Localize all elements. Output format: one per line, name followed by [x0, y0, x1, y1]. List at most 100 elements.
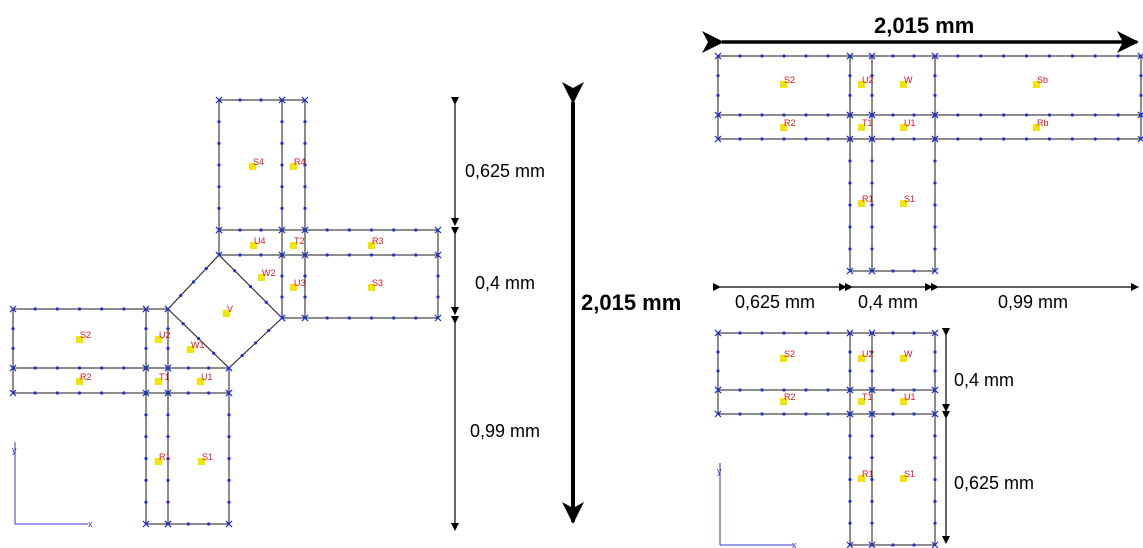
x-axis-label: x: [88, 519, 93, 529]
mesh-node: [848, 456, 852, 460]
label-w1: W1: [191, 340, 205, 350]
mesh-node: [303, 141, 307, 145]
t1-mesh-nodes: [714, 52, 1143, 275]
mesh-corner-node: [278, 251, 286, 259]
mesh-node: [848, 181, 852, 185]
mesh-node: [227, 478, 231, 482]
mesh-node: [369, 316, 374, 320]
mesh-node: [186, 522, 190, 526]
mesh-node: [933, 74, 937, 78]
marker: [155, 378, 162, 385]
mesh-corner-node: [278, 96, 286, 104]
mesh-node: [891, 113, 895, 117]
mesh-node: [1116, 54, 1120, 58]
mesh-node: [191, 280, 196, 284]
label-rb: Rb: [1037, 118, 1049, 128]
mesh-node: [186, 366, 190, 370]
mesh-node: [848, 74, 852, 78]
mesh-node: [144, 413, 148, 417]
mesh-node: [303, 295, 307, 299]
mesh-node: [870, 477, 874, 482]
mesh-corner-node: [931, 410, 939, 418]
mesh-corner-node: [714, 111, 722, 119]
mesh-node: [181, 322, 185, 326]
mesh-node: [1024, 113, 1029, 117]
dim-t2-bottom-label: 0,625 mm: [954, 473, 1034, 493]
mesh-node: [259, 98, 263, 102]
mesh-node: [956, 113, 960, 117]
mesh-node: [122, 366, 126, 370]
mesh-node: [804, 137, 808, 141]
mesh-corner-node: [215, 251, 223, 259]
mesh-node: [1024, 54, 1029, 58]
mesh-node: [1070, 113, 1074, 117]
mesh-node: [826, 113, 830, 117]
mesh-corner-node: [301, 251, 309, 259]
t1-region-labels: S2 U2 W Sb R2 T1 U1 Rb R1 S1: [780, 75, 1049, 207]
cross-axes: y x: [12, 442, 93, 529]
label-s1: S1: [904, 194, 915, 204]
mesh-node: [347, 253, 351, 257]
mesh-corner-node: [142, 520, 150, 528]
mesh-node: [870, 521, 874, 525]
mesh-node: [33, 307, 37, 311]
mesh-node: [933, 456, 937, 460]
mesh-corner-node: [714, 52, 722, 60]
cross-dimensions: 0,625 mm 0,4 mm 0,99 mm 2,015 mm: [451, 82, 681, 531]
mesh-node: [33, 366, 37, 370]
marker: [155, 458, 162, 465]
mesh-node: [782, 412, 786, 416]
mesh-node: [347, 228, 351, 232]
marker: [780, 398, 787, 405]
label-v: V: [227, 304, 233, 314]
mesh-node: [100, 366, 104, 370]
marker: [780, 81, 787, 88]
mesh-node: [1024, 137, 1029, 141]
mesh-node: [804, 113, 808, 117]
mesh-node: [1116, 137, 1120, 141]
marker: [76, 378, 83, 385]
mesh-node: [1047, 137, 1052, 141]
mesh-node: [11, 346, 15, 350]
mesh-corner-node: [225, 364, 233, 372]
mesh-node: [144, 435, 148, 439]
t2-region-labels: S2 U2 W R2 T1 U1 R1 S1: [780, 349, 916, 482]
marker: [858, 475, 865, 482]
mesh-node: [891, 137, 895, 141]
label-u1: U1: [201, 372, 213, 382]
mesh-node: [259, 228, 263, 232]
mesh-node: [979, 54, 983, 58]
marker: [290, 242, 297, 249]
mesh-node: [848, 247, 852, 251]
label-u2: U2: [862, 75, 874, 85]
mesh-node: [253, 341, 258, 345]
mesh-corner-node: [931, 111, 939, 119]
mesh-node: [55, 366, 59, 370]
mesh-node: [227, 435, 231, 439]
mesh-node: [804, 54, 808, 58]
mesh-corner-node: [846, 52, 854, 60]
mesh-corner-node: [164, 305, 172, 313]
mesh-node: [848, 203, 852, 207]
mesh-corner-node: [714, 329, 722, 337]
dim-mid-label: 0,4 mm: [475, 273, 535, 293]
mesh-node: [848, 369, 852, 373]
dim-total-label: 2,015 mm: [581, 290, 681, 315]
mesh-node: [760, 388, 764, 392]
marker: [900, 475, 907, 482]
mesh-node: [144, 500, 148, 504]
mesh-node: [196, 336, 201, 341]
marker: [290, 163, 297, 170]
mesh-node: [414, 316, 418, 320]
mesh-node: [956, 137, 960, 141]
mesh-node: [738, 113, 742, 117]
mesh-node: [33, 391, 37, 395]
mesh-node: [933, 521, 937, 525]
mesh-corner-node: [846, 135, 854, 143]
mesh-corner-node: [278, 314, 286, 322]
mesh-node: [979, 113, 983, 117]
mesh-node: [238, 253, 242, 257]
mesh-corner-node: [215, 96, 223, 104]
mesh-corner-node: [301, 314, 309, 322]
mesh-node: [392, 253, 396, 257]
